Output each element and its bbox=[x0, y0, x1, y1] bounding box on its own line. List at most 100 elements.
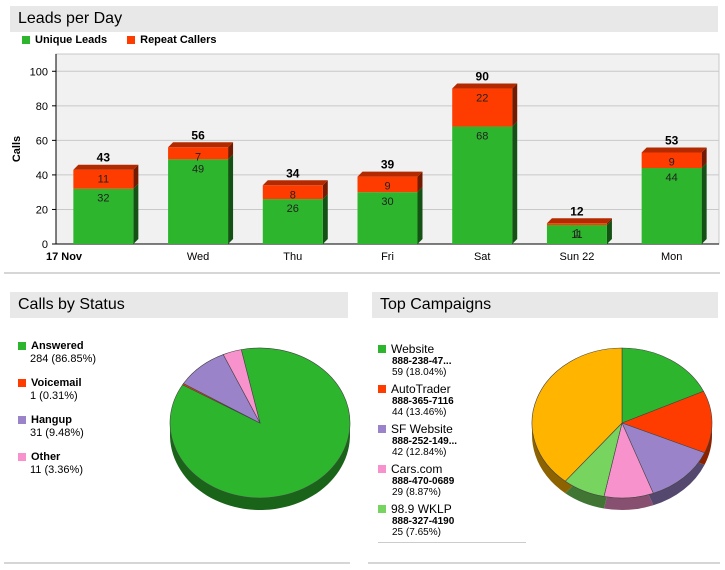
bar-segment bbox=[73, 169, 134, 189]
bar-segment bbox=[452, 88, 513, 127]
legend-label: Repeat Callers bbox=[140, 34, 217, 46]
voicemail-swatch bbox=[18, 379, 26, 387]
bar-side bbox=[512, 121, 518, 244]
bar-side bbox=[133, 164, 139, 189]
divider-bottom-right bbox=[368, 562, 720, 564]
x-tick-label: Wed bbox=[187, 251, 209, 263]
bar-segment bbox=[641, 168, 702, 244]
status-entry-voicemail: Voicemail 1 (0.31%) bbox=[18, 377, 96, 402]
campaigns-legend: Website 888-238-47... 59 (18.04%) AutoTr… bbox=[378, 342, 526, 543]
website-swatch bbox=[378, 345, 386, 353]
bar-value-label: 30 bbox=[381, 196, 393, 208]
bar-value-label: 44 bbox=[666, 172, 678, 184]
wklp-swatch bbox=[378, 505, 386, 513]
bar-segment bbox=[546, 223, 607, 225]
bar-value-label: 11 bbox=[98, 174, 109, 186]
bar-value-label: 8 bbox=[290, 189, 296, 201]
campaign-name: AutoTrader bbox=[391, 382, 451, 396]
campaign-name: Website bbox=[391, 342, 435, 356]
other-swatch bbox=[18, 453, 26, 461]
campaign-entry-sf-website: SF Website 888-252-149... 42 (12.84%) bbox=[378, 422, 526, 458]
bar-top bbox=[357, 171, 423, 177]
campaign-name: 98.9 WKLP bbox=[391, 502, 452, 516]
bar-segment bbox=[262, 185, 323, 200]
campaign-name: Cars.com bbox=[391, 462, 443, 476]
divider-bottom-left bbox=[4, 562, 350, 564]
legend-unique-leads: Unique Leads bbox=[22, 34, 107, 46]
bar-value-label: 32 bbox=[97, 193, 109, 205]
x-tick-label: Fri bbox=[381, 251, 394, 263]
campaign-value: 29 (8.87%) bbox=[392, 487, 441, 498]
pie-slice-website bbox=[621, 347, 704, 424]
unique-leads-swatch bbox=[22, 36, 30, 44]
bar-top bbox=[73, 164, 139, 170]
bar-value-label: 1 bbox=[574, 227, 580, 239]
leads-title: Leads per Day bbox=[18, 10, 123, 27]
campaign-phone: 888-252-149... bbox=[392, 436, 458, 447]
divider-top bbox=[4, 272, 720, 274]
campaign-entry-cars-com: Cars.com 888-470-0689 29 (8.87%) bbox=[378, 462, 526, 498]
campaign-entry-autotrader: AutoTrader 888-365-7116 44 (13.46%) bbox=[378, 382, 526, 418]
bar-side bbox=[606, 218, 612, 225]
campaign-name: SF Website bbox=[391, 422, 453, 436]
bar-value-label: 9 bbox=[669, 156, 675, 168]
y-tick-label: 60 bbox=[36, 135, 48, 147]
autotrader-swatch bbox=[378, 385, 386, 393]
campaign-phone: 888-327-4190 bbox=[392, 516, 455, 527]
repeat-callers-swatch bbox=[127, 36, 136, 44]
bar-side bbox=[417, 171, 423, 193]
bar-total-label: 34 bbox=[286, 166, 300, 180]
status-legend: Answered 284 (86.85%) Voicemail 1 (0.31%… bbox=[18, 340, 96, 488]
x-tick-label: Mon bbox=[661, 251, 682, 263]
cars-com-swatch bbox=[378, 465, 386, 473]
bar-side bbox=[512, 83, 518, 127]
campaign-value: 42 (12.84%) bbox=[392, 447, 447, 458]
status-pie-chart bbox=[169, 347, 351, 510]
leads-bar-chart: 0 20 40 60 80 100 Calls 32 11 43 17 Nov 497 56 Wed 26 8… bbox=[11, 53, 720, 263]
bar-segment bbox=[262, 199, 323, 244]
status-entry-other: Other 11 (3.36%) bbox=[18, 451, 96, 476]
status-value: 284 (86.85%) bbox=[30, 353, 97, 365]
bar-value-label: 9 bbox=[384, 181, 390, 193]
y-tick-label: 0 bbox=[42, 239, 48, 251]
bar-segment bbox=[546, 225, 607, 244]
bar-segment bbox=[168, 159, 229, 244]
x-tick-label: Sun 22 bbox=[559, 251, 594, 263]
y-tick-label: 100 bbox=[30, 66, 48, 78]
status-panel-title: Calls by Status bbox=[10, 292, 348, 318]
campaign-value: 59 (18.04%) bbox=[392, 367, 447, 378]
bar-value-label: 11 bbox=[571, 229, 582, 241]
bar-side bbox=[228, 154, 234, 244]
bar-side bbox=[228, 142, 234, 160]
campaign-phone: 888-365-7116 bbox=[392, 396, 454, 407]
bar-total-label: 12 bbox=[570, 204, 584, 218]
bar-side bbox=[322, 180, 328, 200]
campaigns-pie-chart bbox=[531, 347, 713, 510]
y-tick-label: 20 bbox=[36, 204, 48, 216]
sf-website-swatch bbox=[378, 425, 386, 433]
bar-top bbox=[452, 83, 518, 89]
x-tick-label: 17 Nov bbox=[46, 251, 83, 263]
bar-side bbox=[701, 163, 707, 244]
bar-total-label: 39 bbox=[381, 158, 395, 172]
campaigns-title: Top Campaigns bbox=[380, 296, 492, 313]
bar-total-label: 90 bbox=[476, 70, 490, 84]
campaign-value: 25 (7.65%) bbox=[392, 527, 441, 538]
campaign-entry-wklp: 98.9 WKLP 888-327-4190 25 (7.65%) bbox=[378, 502, 526, 538]
bar-value-label: 68 bbox=[476, 131, 488, 143]
bar-top bbox=[262, 180, 328, 186]
bar-segment bbox=[357, 176, 418, 193]
answered-swatch bbox=[18, 342, 26, 350]
bar-side bbox=[133, 183, 139, 244]
status-value: 31 (9.48%) bbox=[30, 427, 84, 439]
status-value: 11 (3.36%) bbox=[30, 464, 83, 476]
status-value: 1 (0.31%) bbox=[30, 390, 78, 402]
bar-top bbox=[546, 218, 612, 224]
bar-side bbox=[701, 147, 707, 168]
leads-legend: Unique Leads Repeat Callers bbox=[22, 34, 217, 46]
campaigns-panel-title: Top Campaigns bbox=[372, 292, 718, 318]
campaign-phone: 888-238-47... bbox=[392, 356, 452, 367]
bar-top bbox=[641, 147, 707, 153]
bar-value-label: 49 bbox=[192, 163, 204, 175]
bar-segment bbox=[73, 188, 134, 244]
